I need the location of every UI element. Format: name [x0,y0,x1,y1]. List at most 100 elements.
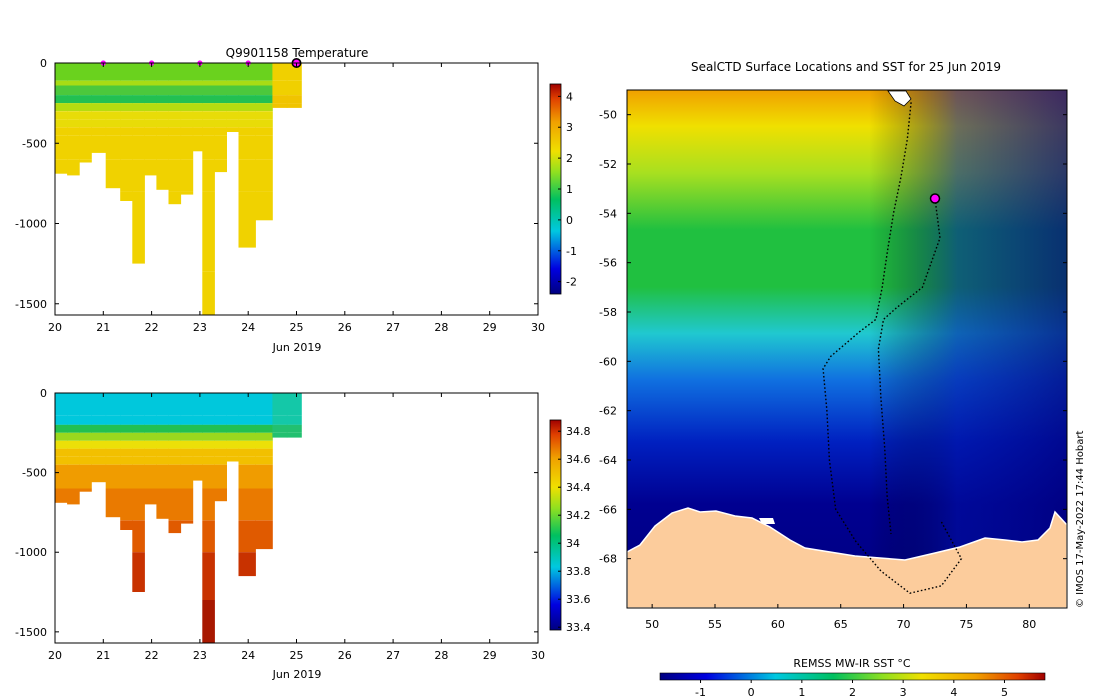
profile-cell [105,432,121,441]
profile-cell [55,103,68,112]
profile-cell [192,456,203,465]
profile-cell [192,63,203,81]
profile-cell [91,410,107,416]
profile-cell [105,159,121,189]
x-tick-label: 23 [193,321,207,334]
x-tick-label: 28 [434,649,448,662]
map-y-tick-label: -56 [599,257,617,270]
profile-cell [79,440,92,449]
profile-cell [238,432,256,441]
profile-cell [180,85,194,96]
profile-cell [55,464,68,489]
x-tick-label: 24 [241,321,255,334]
profile-cell [55,440,68,449]
salinity-panel: 20 21 22 23 24 25 26 27 28 29 30 0 -500 -1000 -1500 J… [15,387,590,681]
profile-cell [55,448,68,457]
profile-cell [192,415,203,425]
profile-cell [132,456,145,465]
profile-cell [132,111,145,120]
profile-cell [120,80,133,86]
profile-cell [168,464,182,489]
profile-cell [238,119,256,128]
y-tick-label: -500 [22,467,47,480]
profile-cell [144,410,157,416]
profile-cell [120,464,133,489]
profile-cell [132,432,145,441]
profile-cell [79,111,92,120]
profile-cell [120,440,133,449]
profile-cell [67,464,80,489]
profile-cell [132,135,145,160]
profile-cell [192,127,203,136]
profile-cell [180,103,194,112]
profile-cell [255,135,273,160]
profile-cell [132,464,145,489]
profile-cell [226,448,240,457]
profile-cell [55,135,68,160]
profile-cell [55,488,68,503]
profile-cell [55,85,68,96]
map-y-tick-label: -62 [599,405,617,418]
profile-cell [91,135,107,153]
profile-cell [192,432,203,441]
profile-cell [132,552,145,592]
profile-cell [255,424,273,433]
profile-cell [67,63,80,81]
seal-track-secondary [877,198,941,535]
profile-cell [272,85,288,96]
profile-cell [238,223,256,248]
sst-colorbar-tick-label: 2 [849,686,856,699]
map-x-tick-label: 75 [959,618,973,631]
profile-cell [202,424,215,433]
profile-cell [156,488,169,519]
profile-cell [132,103,145,112]
profile-cell [79,159,92,163]
profile-cell [286,85,302,96]
profile-cell [202,271,215,315]
profile-cell [180,520,194,524]
profile-cell [214,111,227,120]
profile-cell [120,159,133,192]
profile-cell [192,464,203,481]
profile-cell [202,410,215,416]
profile-cell [67,424,80,433]
profile-cell [91,456,107,465]
profile-cell [67,415,80,425]
profile-cell [255,127,273,136]
profile-cell [168,159,182,192]
profile-cell [55,119,68,128]
profile-cell [168,127,182,136]
profile-cell [180,488,194,521]
x-tick-label: 25 [290,321,304,334]
profile-cell [214,127,227,136]
profile-cell [79,448,92,457]
profile-cell [144,415,157,425]
profile-cell [156,464,169,489]
profile-cell [144,127,157,136]
profile-cell [91,111,107,120]
profile-cell [132,520,145,553]
profile-cell [168,415,182,425]
profile-cell [238,424,256,433]
profile-cell [156,432,169,441]
profile-cell [91,85,107,96]
profile-cell [255,432,273,441]
profile-cell [144,456,157,465]
profile-cell [238,415,256,425]
profile-cell [202,85,215,96]
x-tick-label: 24 [241,649,255,662]
profile-cell [120,448,133,457]
salinity-cells [55,393,302,643]
profile-cell [272,63,288,81]
profile-cell [202,520,215,553]
profile-cell [144,63,157,81]
profile-cell [91,63,107,81]
profile-cell [255,488,273,521]
salinity-x-axis: 20 21 22 23 24 25 26 27 28 29 30 [48,393,545,662]
profile-cell [144,95,157,104]
profile-cell [120,424,133,433]
profile-cell [67,119,80,128]
profile-cell [55,424,68,433]
profile-cell [214,103,227,112]
profile-cell [156,95,169,104]
